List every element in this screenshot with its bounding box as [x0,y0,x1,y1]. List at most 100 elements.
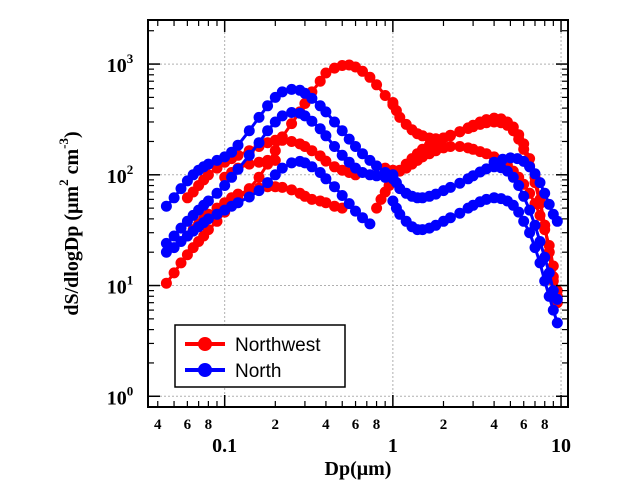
data-point-north [350,141,361,152]
legend-entry-north: North [185,361,281,382]
x-minor-tick-label: 8 [541,417,549,433]
data-point-northwest [314,75,326,87]
data-point-north [276,86,288,98]
x-axis-label: Dp(μm) [325,458,392,480]
data-point-northwest [454,141,466,152]
x-minor-tick-label: 6 [184,417,192,433]
data-point-northwest [276,134,288,146]
data-point-north [336,125,348,137]
data-point-north [276,110,288,122]
y-axis-label: dS/dlogDp (μm2 cm-3) [56,131,83,315]
data-point-north [286,83,298,95]
x-minor-tick-label: 4 [490,417,498,433]
data-point-north [444,181,456,193]
data-point-northwest [371,79,383,91]
data-point-northwest [276,181,288,193]
data-point-northwest [286,184,298,196]
data-point-northwest [444,141,456,152]
data-point-north [394,208,406,220]
data-point-northwest [394,111,406,123]
data-point-north [543,267,555,279]
data-point-north [371,170,383,182]
y-major-tick-label: 103 [107,51,134,77]
data-point-north [529,219,541,231]
data-point-north [551,293,563,305]
data-point-north [306,161,318,173]
data-point-northwest [168,267,180,279]
data-point-north [329,141,340,152]
y-major-tick-label: 102 [107,162,134,188]
legend-marker [198,363,212,377]
data-point-north [286,107,298,118]
x-minor-tick-label: 2 [272,417,280,433]
data-point-north [518,190,530,202]
data-point-north [357,148,368,160]
data-point-north [336,149,348,161]
series-layer [160,59,563,329]
data-point-north [243,191,255,203]
data-point-north [336,190,348,201]
data-point-northwest [253,171,265,183]
data-point-north [253,185,265,197]
data-point-north [551,317,563,329]
data-point-north [371,160,383,172]
data-point-northwest [286,118,298,130]
data-point-northwest [286,136,298,147]
data-point-north [343,133,355,145]
legend: Northwest North [174,324,346,388]
data-point-northwest [262,154,274,166]
data-point-northwest [202,169,214,181]
data-point-north [253,111,265,123]
data-point-north [488,156,500,168]
data-point-north [513,180,525,191]
data-point-north [534,236,546,247]
x-major-tick-label: 0.1 [212,435,237,457]
data-point-north [243,125,255,137]
data-point-north [202,195,214,207]
x-minor-tick-label: 4 [322,417,330,433]
data-point-north [226,146,238,158]
x-major-tick-label: 1 [388,435,398,457]
data-point-northwest [513,133,525,145]
data-point-northwest [507,125,519,137]
data-point-northwest [175,257,187,269]
data-point-north [320,130,332,142]
data-point-north [444,212,456,224]
data-point-north [539,187,551,199]
data-point-north [320,106,332,118]
data-point-northwest [543,240,555,251]
legend-entry-northwest: Northwest [185,335,321,356]
data-point-northwest [454,126,466,138]
y-major-tick-label: 100 [107,383,134,409]
data-point-north [357,212,368,224]
data-point-north [539,251,551,263]
data-point-north [286,157,298,169]
data-point-northwest [269,154,281,166]
data-point-north [211,187,223,199]
data-point-northwest [160,277,172,289]
data-point-north [547,304,559,316]
data-point-north [306,115,318,127]
data-point-north [547,285,559,297]
data-point-north [364,218,376,230]
data-point-northwest [444,129,456,141]
x-minor-tick-label: 8 [205,417,213,433]
data-point-northwest [253,156,265,168]
data-point-north [454,207,466,219]
data-point-north [524,204,536,216]
data-point-north [529,168,541,180]
data-point-northwest [320,155,332,167]
data-point-north [243,149,255,161]
data-point-northwest [379,90,391,101]
data-point-north [329,181,340,193]
data-point-northwest [364,71,376,83]
data-point-northwest [518,143,530,155]
y-major-tick-label: 101 [107,273,134,299]
data-point-northwest [357,65,368,77]
series-north [160,83,563,329]
x-minor-tick-label: 6 [520,417,528,433]
data-point-north [232,197,244,209]
data-point-north [454,177,466,189]
